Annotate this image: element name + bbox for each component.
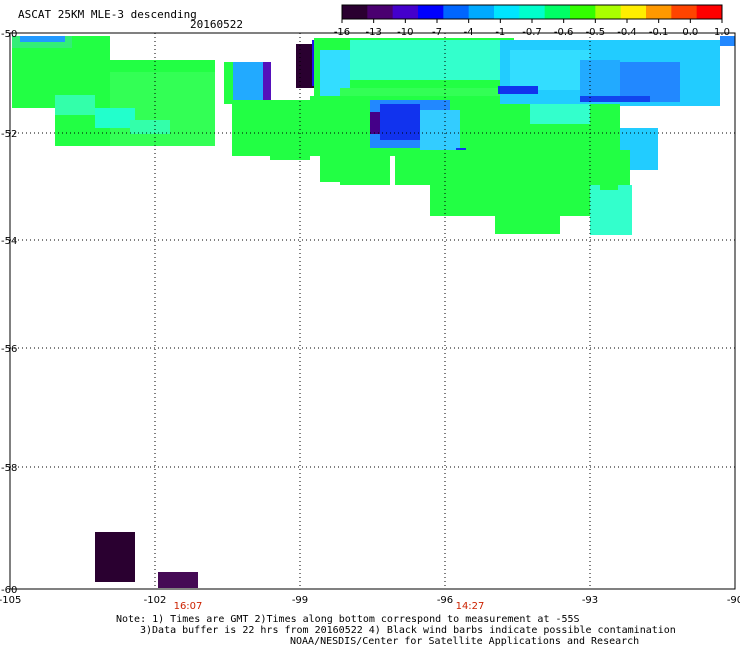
colorbar-cell bbox=[494, 5, 520, 19]
longitude-label: -99 bbox=[292, 595, 308, 606]
colorbar-cell bbox=[392, 5, 419, 19]
swath-center bbox=[224, 38, 514, 185]
latitude-label: -60 bbox=[1, 585, 17, 596]
latitude-label: -58 bbox=[1, 463, 17, 474]
map-date: 20160522 bbox=[190, 18, 243, 31]
colorbar-cell bbox=[367, 5, 394, 19]
longitude-label: -90 bbox=[727, 595, 740, 606]
longitude-label: -102 bbox=[144, 595, 167, 606]
longitude-labels: -105 -102 -99 -96 -93 -90 bbox=[0, 595, 740, 606]
note-line-1: Note: 1) Times are GMT 2)Times along bot… bbox=[116, 614, 580, 625]
longitude-label: -105 bbox=[0, 595, 21, 606]
colorbar-cell bbox=[595, 5, 622, 19]
note-line-3: NOAA/NESDIS/Center for Satellite Applica… bbox=[290, 636, 640, 647]
swath-east bbox=[430, 36, 735, 235]
plot-frame bbox=[9, 32, 736, 590]
colorbar-cell bbox=[342, 5, 368, 19]
colorbar-cell bbox=[519, 5, 546, 19]
colorbar-cell bbox=[418, 5, 444, 19]
colorbar-cell bbox=[468, 5, 495, 19]
latitude-label: -50 bbox=[1, 29, 17, 40]
colorbar-cell bbox=[671, 5, 698, 19]
time-label: 16:07 bbox=[174, 601, 203, 612]
swath-south-pixels bbox=[95, 532, 198, 588]
colorbar-cell bbox=[620, 5, 647, 19]
note-line-2: 3)Data buffer is 22 hrs from 20160522 4)… bbox=[140, 625, 676, 636]
colorbar-cell bbox=[696, 5, 723, 19]
latitude-label: -56 bbox=[1, 344, 17, 355]
latitude-label: -54 bbox=[1, 236, 17, 247]
swath-west bbox=[12, 36, 215, 146]
colorbar-cell bbox=[646, 5, 672, 19]
latitude-label: -52 bbox=[1, 129, 17, 140]
colorbar-cell bbox=[570, 5, 596, 19]
longitude-label: -96 bbox=[437, 595, 453, 606]
lat-lon-grid bbox=[10, 33, 735, 589]
map-title: ASCAT 25KM MLE-3 descending bbox=[18, 8, 197, 21]
colorbar-cell bbox=[443, 5, 470, 19]
time-labels: 16:07 14:27 bbox=[174, 601, 485, 612]
swath-data bbox=[12, 36, 735, 588]
colorbar-cell bbox=[544, 5, 571, 19]
time-label: 14:27 bbox=[456, 601, 485, 612]
latitude-labels: -50 -52 -54 -56 -58 -60 bbox=[1, 29, 17, 596]
longitude-label: -93 bbox=[582, 595, 598, 606]
